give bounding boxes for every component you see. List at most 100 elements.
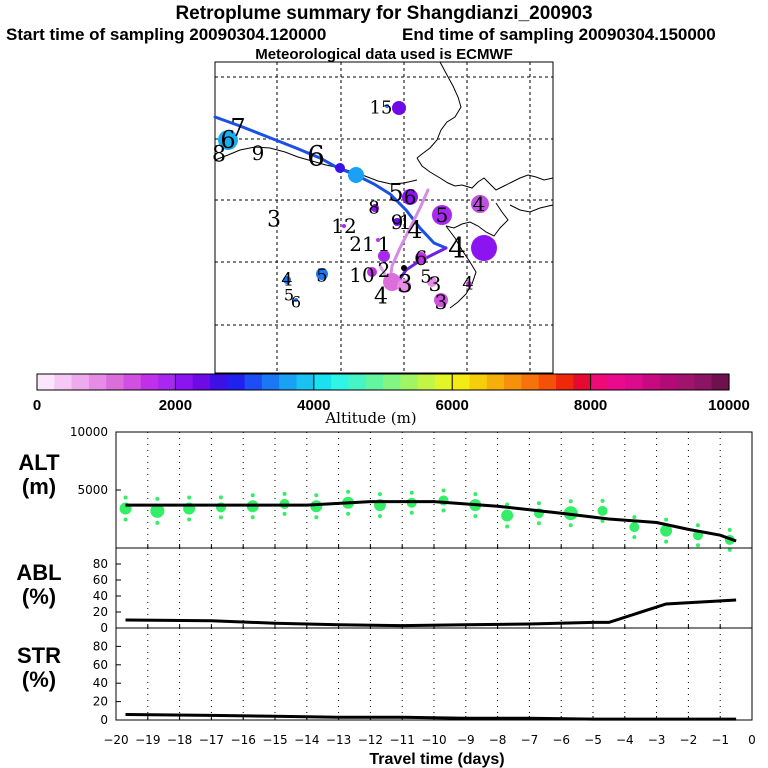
cluster-dot-minor [536,501,541,506]
colorbar-cell [227,374,246,390]
map-label: 7 [230,114,245,142]
x-tick-label: −16 [231,733,256,747]
cluster-marker [335,163,345,173]
cluster-dot [660,524,673,537]
x-tick-label: −5 [584,733,602,747]
cluster-marker [378,250,390,262]
colorbar-tick-label: 2000 [159,397,192,414]
coast-east [509,204,554,213]
cluster-dot-minor [346,511,351,516]
cluster-marker [434,293,448,307]
map-label: 21 [349,232,374,256]
x-tick-label: 0 [748,733,756,747]
coast-north [416,61,462,159]
cluster-dot-minor [727,527,732,532]
cluster-marker [397,279,411,293]
x-tick-label: −7 [521,733,539,747]
cluster-dot-minor [505,524,510,529]
colorbar-cell [71,374,90,390]
coast-south [445,225,477,309]
cluster-dot-minor [314,515,319,520]
cluster-dot-minor [664,539,669,544]
colorbar-cell [123,374,142,390]
y-tick-label: 20 [93,695,108,709]
map-label: 2 [378,258,391,282]
map-label: 4 [473,192,486,216]
cluster-dot-minor [409,510,414,515]
colorbar-cell [244,374,263,390]
panel-abl: 0 20 40 60 80 ABL(%) [16,547,753,635]
cluster-marker [466,281,472,287]
cluster-dot-minor [695,543,700,548]
map-label: 6 [291,293,301,312]
cluster-dot-minor [282,491,287,496]
x-axis: −20 −19 −18 −17 −16 −15 −14 −13 −12 −11 −10 −9 −8 −7−… [103,733,755,768]
cluster-dot-minor [600,518,605,523]
y-tick-label: 0 [100,621,108,635]
y-tick-label: 40 [93,676,108,690]
y-tick-label: 0 [100,713,108,727]
cluster-dot [597,505,608,516]
colorbar-tick-label: 6000 [436,397,469,414]
panel-label: ALT [18,450,60,475]
colorbar-cell [175,374,194,390]
cluster-marker [383,273,401,291]
x-tick-label: −17 [199,733,224,747]
x-tick-label: −14 [294,733,319,747]
cluster-dot-minor [346,489,351,494]
panel-unit: (%) [22,667,56,692]
map-label: 1 [399,210,412,234]
colorbar-cell [279,374,298,390]
cluster-dot-minor [632,535,637,540]
x-tick-label: −3 [648,733,666,747]
map-label: 6 [307,140,325,173]
map-label: 5 [420,267,431,288]
y-tick-label: 80 [93,639,108,653]
cluster-marker [415,252,427,264]
cluster-dot-minor [155,520,160,525]
cluster-dot-minor [218,495,223,500]
series-line-str [125,713,737,721]
cluster-dot [150,503,165,518]
cluster-dot-minor [568,499,573,504]
colorbar-cell [400,374,419,390]
map-label: 4 [374,285,388,310]
colorbar-cell [261,374,280,390]
cluster-dot-minor [409,490,414,495]
map-label: 6 [220,126,235,154]
colorbar-tick-label: 10000 [708,397,750,414]
cluster-dot-minor [664,517,669,522]
cluster-marker [392,101,406,115]
colorbar-cell [486,374,505,390]
map-label: 15 [370,98,393,119]
map-label: 4 [462,274,473,295]
map-label: 8 [368,198,379,219]
colorbar-cell [434,374,453,390]
colorbar-cell [313,374,332,390]
colorbar-cell [538,374,557,390]
map-label: 4 [281,270,292,291]
cluster-marker [342,224,346,228]
x-tick-label: −11 [390,733,415,747]
colorbar-cell [88,374,107,390]
y-tick-label: 80 [93,557,108,571]
coast-peninsula [445,202,509,237]
cluster-marker [432,205,452,225]
cluster-marker [385,104,389,108]
colorbar-cell [469,374,488,390]
station-marker [401,265,407,271]
colorbar-tick-label: 8000 [574,397,607,414]
colorbar-cell [711,374,730,390]
cluster-marker [471,235,497,261]
colorbar-cell [677,374,695,390]
colorbar-cell [417,374,436,390]
colorbar-cell [365,374,384,390]
time-series-panels: 500010000ALT(m)020406080ABL(%)020406080S… [16,425,755,768]
cluster-marker [283,276,291,284]
cluster-dot-minor [441,508,446,513]
colorbar-cell [331,374,349,390]
x-tick-label: −12 [358,733,383,747]
cluster-dot-minor [250,515,255,520]
